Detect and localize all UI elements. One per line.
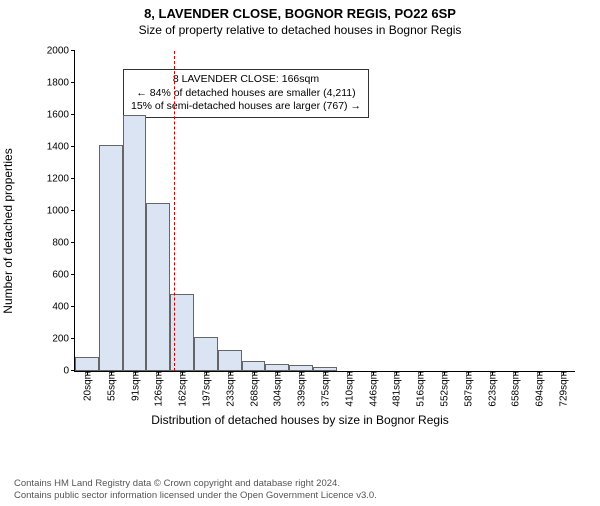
x-tick-label: 55sqm	[104, 371, 117, 401]
x-tick-label: 410sqm	[342, 371, 355, 407]
y-tick-label: 1200	[47, 174, 75, 185]
histogram-bar	[99, 145, 123, 371]
histogram-bar	[146, 203, 170, 371]
y-tick-mark	[71, 114, 75, 115]
y-tick-mark	[71, 82, 75, 83]
x-tick-label: 481sqm	[390, 371, 403, 407]
annotation-box: 8 LAVENDER CLOSE: 166sqm ← 84% of detach…	[123, 69, 369, 118]
y-tick-label: 200	[52, 334, 75, 345]
histogram-bar	[242, 361, 266, 371]
y-tick-mark	[71, 306, 75, 307]
annotation-line1: 8 LAVENDER CLOSE: 166sqm	[131, 73, 361, 87]
y-tick-mark	[71, 242, 75, 243]
page-title: 8, LAVENDER CLOSE, BOGNOR REGIS, PO22 6S…	[0, 6, 600, 21]
y-tick-mark	[71, 210, 75, 211]
x-axis-label: Distribution of detached houses by size …	[10, 413, 590, 427]
histogram-bar	[218, 350, 242, 371]
x-tick-label: 516sqm	[414, 371, 427, 407]
x-tick-label: 623sqm	[485, 371, 498, 407]
y-tick-mark	[71, 178, 75, 179]
x-tick-label: 694sqm	[533, 371, 546, 407]
page-subtitle: Size of property relative to detached ho…	[0, 23, 600, 37]
y-tick-mark	[71, 274, 75, 275]
footer-line1: Contains HM Land Registry data © Crown c…	[14, 478, 377, 490]
x-tick-label: 20sqm	[80, 371, 93, 401]
x-tick-label: 587sqm	[461, 371, 474, 407]
reference-line	[174, 51, 175, 371]
y-tick-label: 400	[52, 302, 75, 313]
histogram-bar	[123, 115, 147, 371]
histogram-bar	[194, 337, 218, 371]
x-tick-label: 729sqm	[557, 371, 570, 407]
plot-area: 8 LAVENDER CLOSE: 166sqm ← 84% of detach…	[74, 51, 575, 372]
x-tick-label: 552sqm	[438, 371, 451, 407]
y-axis-label: Number of detached properties	[1, 148, 15, 313]
x-tick-label: 233sqm	[223, 371, 236, 407]
x-tick-label: 375sqm	[319, 371, 332, 407]
y-tick-label: 600	[52, 270, 75, 281]
x-tick-label: 91sqm	[128, 371, 141, 401]
x-tick-label: 304sqm	[271, 371, 284, 407]
x-tick-label: 197sqm	[199, 371, 212, 407]
y-tick-label: 1400	[47, 142, 75, 153]
y-tick-label: 1800	[47, 78, 75, 89]
y-tick-mark	[71, 50, 75, 51]
x-tick-label: 268sqm	[247, 371, 260, 407]
x-tick-label: 162sqm	[176, 371, 189, 407]
y-tick-label: 0	[63, 366, 75, 377]
y-tick-label: 800	[52, 238, 75, 249]
y-tick-mark	[71, 338, 75, 339]
footer-line2: Contains public sector information licen…	[14, 490, 377, 502]
x-tick-label: 126sqm	[152, 371, 165, 407]
y-tick-mark	[71, 146, 75, 147]
histogram-bar	[75, 357, 99, 371]
x-tick-label: 339sqm	[295, 371, 308, 407]
x-tick-label: 446sqm	[366, 371, 379, 407]
x-tick-label: 658sqm	[509, 371, 522, 407]
y-tick-label: 1000	[47, 206, 75, 217]
annotation-line2: ← 84% of detached houses are smaller (4,…	[131, 87, 361, 101]
y-tick-label: 2000	[47, 46, 75, 57]
y-tick-label: 1600	[47, 110, 75, 121]
annotation-line3: 15% of semi-detached houses are larger (…	[131, 100, 361, 114]
footer-attribution: Contains HM Land Registry data © Crown c…	[14, 478, 377, 502]
histogram-bar	[265, 364, 289, 371]
chart-container: Number of detached properties 8 LAVENDER…	[10, 41, 590, 421]
